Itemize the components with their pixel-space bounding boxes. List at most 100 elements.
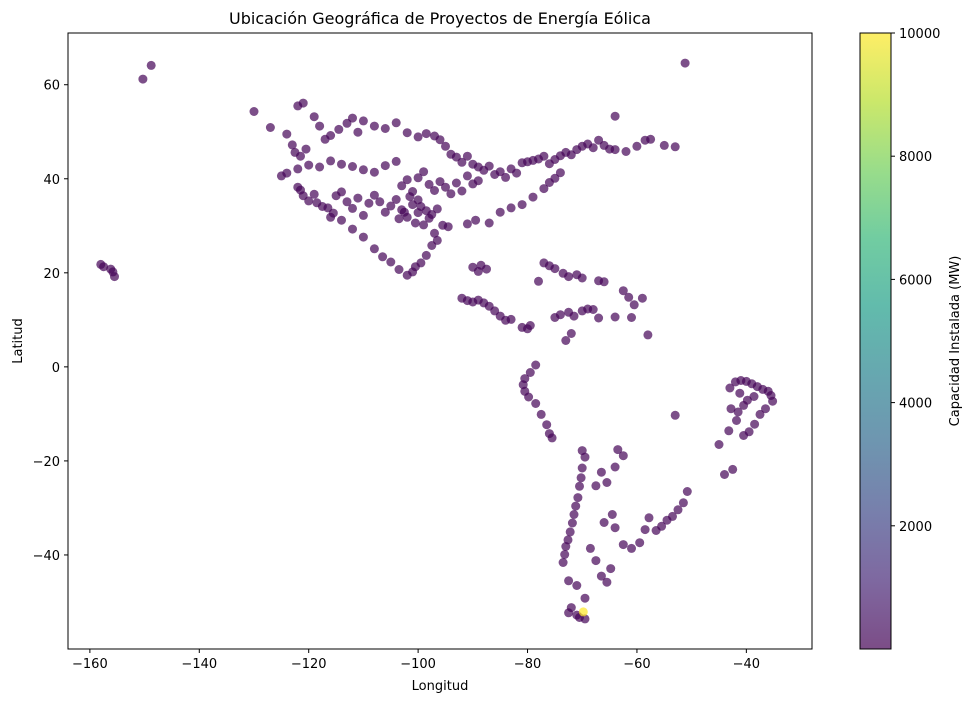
scatter-point xyxy=(725,383,735,393)
scatter-point xyxy=(750,419,760,429)
scatter-point xyxy=(342,197,352,207)
scatter-point xyxy=(348,162,357,171)
scatter-point xyxy=(555,310,565,320)
scatter-point xyxy=(577,273,587,283)
scatter-point xyxy=(657,521,667,531)
scatter-point xyxy=(457,157,467,167)
scatter-point xyxy=(369,167,379,177)
scatter-point xyxy=(484,218,494,228)
scatter-point xyxy=(624,292,634,302)
scatter-point xyxy=(591,481,601,491)
scatter-point xyxy=(534,276,543,286)
scatter-point xyxy=(462,151,472,161)
scatter-point xyxy=(402,175,412,185)
colorbar-tick-label: 2000 xyxy=(899,520,932,535)
y-axis-label: Latitud xyxy=(11,318,26,364)
scatter-point xyxy=(369,244,379,254)
colorbar-label: Capacidad Instalada (MW) xyxy=(948,256,963,427)
scatter-point xyxy=(525,321,535,330)
scatter-point xyxy=(602,478,612,487)
scatter-point xyxy=(682,487,692,496)
scatter-point xyxy=(720,470,729,479)
scatter-point xyxy=(580,593,590,603)
scatter-point xyxy=(749,392,759,401)
scatter-point xyxy=(606,564,616,574)
scatter-point xyxy=(315,121,325,131)
scatter-point xyxy=(640,525,650,535)
scatter-point xyxy=(627,313,636,322)
scatter-point xyxy=(564,272,574,282)
scatter-point xyxy=(348,203,357,213)
scatter-point xyxy=(298,98,308,108)
scatter-point xyxy=(110,272,119,282)
scatter-point xyxy=(358,232,368,242)
scatter-point xyxy=(326,212,336,222)
scatter-point xyxy=(462,219,472,229)
scatter-point xyxy=(585,543,595,553)
scatter-point xyxy=(501,172,511,182)
scatter-point xyxy=(413,173,423,183)
scatter-point xyxy=(430,186,439,195)
scatter-point xyxy=(569,510,579,519)
scatter-point xyxy=(380,207,390,217)
scatter-point xyxy=(735,388,745,398)
scatter-point xyxy=(618,286,628,296)
scatter-point xyxy=(539,184,549,194)
scatter-point xyxy=(386,201,396,211)
scatter-point xyxy=(348,113,357,123)
y-tick-label: 40 xyxy=(43,173,60,188)
scatter-point xyxy=(378,252,388,262)
scatter-point xyxy=(427,241,437,250)
scatter-point xyxy=(724,426,734,436)
scatter-point xyxy=(432,204,442,214)
scatter-point xyxy=(364,198,374,208)
y-tick-label: 60 xyxy=(43,79,60,94)
scatter-point xyxy=(369,121,379,131)
x-tick-label: −140 xyxy=(181,657,217,672)
scatter-point xyxy=(334,124,344,134)
scatter-point xyxy=(561,336,571,345)
scatter-point xyxy=(629,300,639,310)
scatter-point xyxy=(427,210,437,219)
scatter-point xyxy=(670,410,680,420)
scatter-point xyxy=(569,311,579,321)
scatter-point xyxy=(506,203,516,213)
scatter-point xyxy=(565,527,575,537)
scatter-point xyxy=(558,558,568,567)
x-tick-label: −80 xyxy=(514,657,541,672)
scatter-point xyxy=(610,145,620,155)
y-tick-label: 20 xyxy=(43,267,60,282)
scatter-point xyxy=(659,140,669,150)
y-tick-label: −40 xyxy=(33,549,60,564)
scatter-point xyxy=(405,192,415,202)
scatter-point xyxy=(421,129,431,139)
scatter-point xyxy=(610,462,620,472)
scatter-point xyxy=(742,395,752,405)
scatter-point xyxy=(399,207,409,217)
colorbar-frame xyxy=(859,32,892,650)
scatter-point xyxy=(337,187,346,197)
scatter-point xyxy=(580,452,590,462)
scatter-point xyxy=(138,74,148,84)
colorbar-tick-label: 6000 xyxy=(899,273,932,288)
scatter-point xyxy=(646,134,656,144)
scatter-point xyxy=(578,607,588,617)
scatter-point xyxy=(473,176,483,186)
scatter-point xyxy=(726,404,736,414)
scatter-point xyxy=(430,228,439,238)
scatter-point xyxy=(443,222,453,232)
scatter-point xyxy=(732,416,741,425)
scatter-point xyxy=(419,167,429,177)
scatter-point xyxy=(326,156,336,166)
scatter-point xyxy=(353,193,363,203)
scatter-point xyxy=(402,270,412,280)
scatter-point xyxy=(441,182,450,192)
scatter-point xyxy=(326,131,336,140)
scatter-point xyxy=(353,127,363,137)
scatter-point xyxy=(567,518,577,528)
scatter-point xyxy=(580,614,590,624)
scatter-point xyxy=(495,167,505,177)
scatter-point xyxy=(482,264,491,274)
